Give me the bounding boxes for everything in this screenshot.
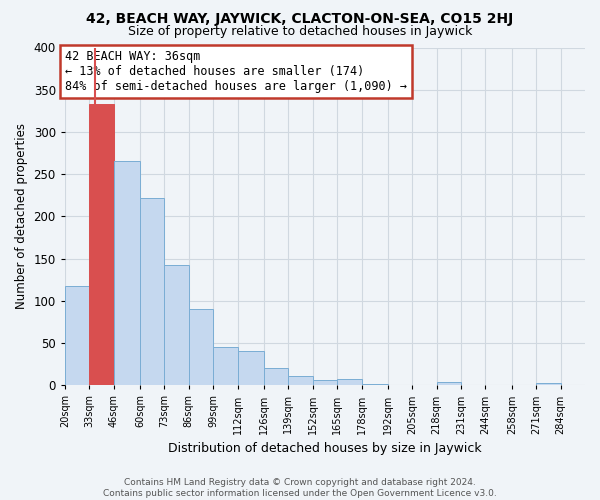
- Bar: [89, 104, 113, 386]
- Text: Contains HM Land Registry data © Crown copyright and database right 2024.
Contai: Contains HM Land Registry data © Crown c…: [103, 478, 497, 498]
- Bar: [164, 266, 189, 386]
- Bar: [337, 378, 362, 386]
- Bar: [238, 350, 264, 386]
- Bar: [264, 368, 288, 386]
- Bar: [313, 380, 337, 386]
- Text: 42 BEACH WAY: 36sqm
← 13% of detached houses are smaller (174)
84% of semi-detac: 42 BEACH WAY: 36sqm ← 13% of detached ho…: [65, 50, 407, 93]
- Bar: [288, 376, 313, 386]
- Bar: [65, 286, 89, 386]
- Bar: [189, 310, 213, 386]
- Bar: [437, 382, 461, 386]
- Bar: [140, 198, 164, 386]
- Bar: [362, 384, 388, 386]
- Y-axis label: Number of detached properties: Number of detached properties: [15, 124, 28, 310]
- Bar: [113, 160, 140, 386]
- Bar: [536, 382, 560, 386]
- Text: 42, BEACH WAY, JAYWICK, CLACTON-ON-SEA, CO15 2HJ: 42, BEACH WAY, JAYWICK, CLACTON-ON-SEA, …: [86, 12, 514, 26]
- X-axis label: Distribution of detached houses by size in Jaywick: Distribution of detached houses by size …: [168, 442, 482, 455]
- Text: Size of property relative to detached houses in Jaywick: Size of property relative to detached ho…: [128, 25, 472, 38]
- Bar: [213, 348, 238, 386]
